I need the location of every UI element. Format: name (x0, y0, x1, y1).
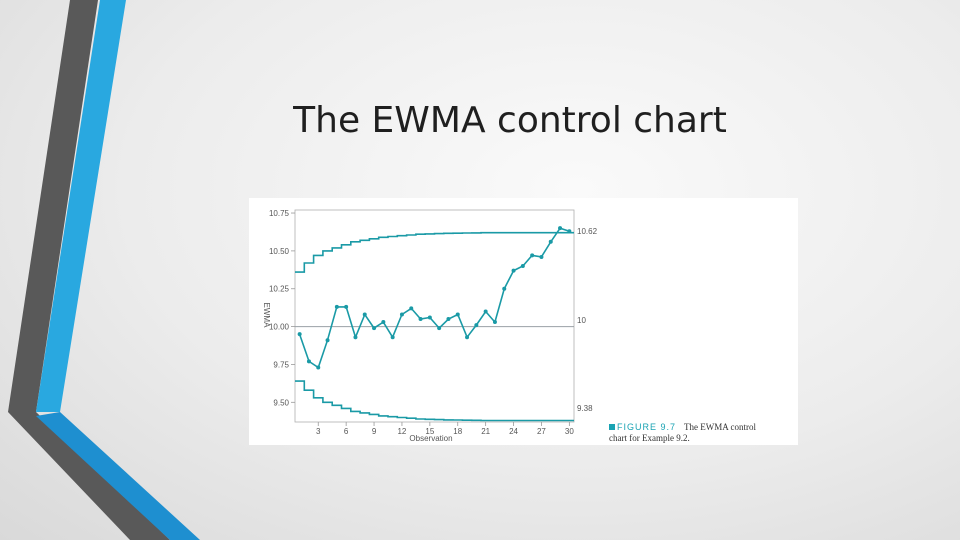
x-tick-label: 9 (372, 427, 377, 436)
x-tick-label: 27 (537, 427, 546, 436)
decor-blue-diagonal (36, 412, 200, 540)
ewma-point (418, 317, 423, 322)
ewma-point (353, 335, 358, 340)
ewma-series-line (298, 227, 570, 369)
y-axis-label: EWMA (262, 303, 271, 329)
ewma-point (548, 239, 553, 244)
chart-axes: 9.50 9.75 10.00 10.25 10.50 10.75 3 6 9 12 15 18 21 2… (269, 209, 575, 436)
center-line-label: 10 (577, 316, 586, 325)
chart-figure: 9.50 9.75 10.00 10.25 10.50 10.75 3 6 9 12 15 18 21 2… (249, 198, 798, 445)
ewma-point (446, 317, 451, 322)
ewma-point (362, 312, 367, 317)
x-tick-label: 15 (425, 427, 434, 436)
x-tick-label: 6 (344, 427, 349, 436)
ucl-line (295, 231, 574, 273)
ewma-point (492, 320, 497, 325)
ewma-point (465, 335, 470, 340)
data-points (297, 226, 572, 370)
ewma-point (558, 226, 563, 231)
x-tick-label: 24 (509, 427, 518, 436)
caption-text-1: The EWMA control (684, 422, 756, 432)
lcl-line (295, 380, 574, 422)
figure-caption: FIGURE 9.7 The EWMA control chart for Exa… (609, 422, 794, 444)
x-tick-label: 3 (316, 427, 321, 436)
ewma-point (316, 365, 321, 370)
ewma-point (427, 315, 432, 320)
slide-title: The EWMA control chart (293, 100, 727, 141)
ucl-label: 10.62 (577, 227, 598, 236)
plot-frame (294, 209, 575, 423)
x-tick-label: 30 (565, 427, 574, 436)
ewma-point (381, 320, 386, 325)
ewma-point (539, 254, 544, 259)
caption-text-2: chart for Example 9.2. (609, 433, 690, 443)
decor-dark-diagonal (8, 412, 170, 540)
ewma-point (502, 286, 507, 291)
decor-blue-bar (36, 0, 126, 412)
ewma-point (372, 326, 377, 331)
y-tick-label: 10.00 (269, 323, 290, 332)
ewma-point (483, 309, 488, 314)
ewma-chart: 9.50 9.75 10.00 10.25 10.50 10.75 3 6 9 12 15 18 21 2… (262, 209, 598, 443)
ewma-point (334, 304, 339, 309)
ewma-point (437, 326, 442, 331)
ewma-point (520, 264, 525, 269)
lcl-label: 9.38 (577, 404, 593, 413)
ewma-point (409, 306, 414, 311)
caption-label: FIGURE 9.7 (617, 422, 677, 432)
ewma-point (567, 229, 572, 234)
y-tick-label: 9.50 (273, 398, 289, 407)
y-tick-label: 9.75 (273, 360, 289, 369)
x-tick-label: 18 (453, 427, 462, 436)
x-tick-label: 21 (481, 427, 490, 436)
ewma-point (455, 312, 460, 317)
decor-dark-bar (8, 0, 98, 412)
ewma-point (511, 268, 516, 273)
y-tick-label: 10.25 (269, 285, 290, 294)
ewma-point (306, 359, 311, 364)
y-tick-label: 10.50 (269, 247, 290, 256)
x-tick-label: 12 (397, 427, 406, 436)
ewma-point (325, 338, 330, 343)
y-tick-label: 10.75 (269, 209, 290, 218)
ewma-point (530, 253, 535, 258)
ewma-point (344, 304, 349, 309)
ewma-point (399, 312, 404, 317)
x-axis-label: Observation (409, 434, 452, 443)
ewma-point (390, 335, 395, 340)
ewma-point (474, 323, 479, 328)
ewma-point (297, 332, 302, 337)
caption-square-icon (609, 424, 615, 430)
